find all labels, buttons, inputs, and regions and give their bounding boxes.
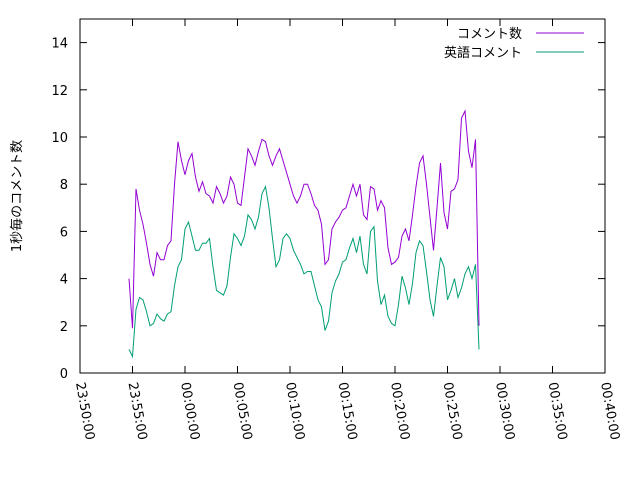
plot-frame	[79, 18, 606, 374]
x-tick-label: 23:50:00	[72, 381, 97, 441]
y-tick-label: 0	[60, 367, 68, 382]
x-tick-label: 23:55:00	[125, 381, 150, 441]
y-tick-label: 4	[60, 273, 68, 288]
x-tick-label: 00:15:00	[335, 381, 360, 441]
x-tick-label: 00:30:00	[492, 381, 517, 441]
legend-label: コメント数	[457, 27, 522, 42]
y-tick-label: 6	[60, 225, 68, 240]
y-tick-label: 8	[60, 178, 68, 193]
series-layer	[128, 109, 480, 359]
y-tick-label: 10	[51, 131, 68, 146]
x-tick-label: 00:40:00	[597, 381, 622, 441]
x-tick-label: 00:35:00	[545, 381, 570, 441]
x-tick-label: 00:25:00	[440, 381, 465, 441]
x-tick-label: 00:00:00	[177, 381, 202, 441]
x-axis-ticks: 23:50:00 23:55:00 00:00:00 00:05:00 00:10:00…	[72, 19, 622, 441]
y-tick-label: 2	[60, 320, 68, 335]
y-tick-label: 14	[51, 37, 68, 52]
x-tick-label: 00:10:00	[282, 381, 307, 441]
y-axis-label: 1秒毎のコメント数	[9, 140, 25, 252]
x-tick-label: 00:20:00	[387, 381, 412, 441]
y-axis-ticks: 0 2 4 6 8 10 12 14	[51, 37, 605, 382]
legend-label: 英語コメント	[444, 45, 522, 61]
series-line-1	[128, 109, 480, 329]
series-line-2	[128, 184, 480, 359]
x-tick-label: 00:05:00	[230, 381, 255, 441]
y-tick-label: 12	[51, 84, 68, 99]
